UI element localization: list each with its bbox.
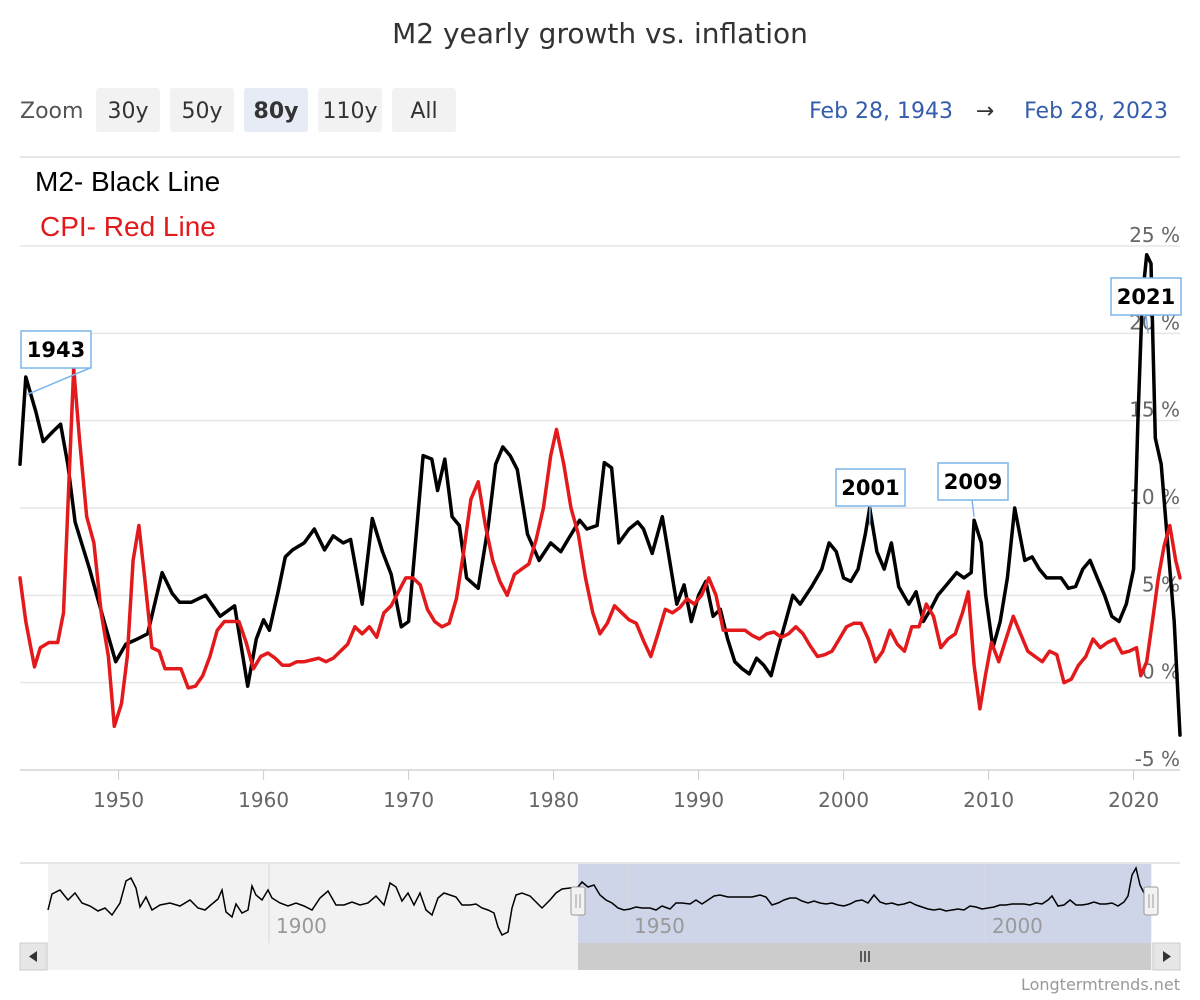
x-tick-label: 1960	[238, 788, 289, 812]
svg-text:50y: 50y	[181, 99, 222, 124]
navigator-handle-left[interactable]	[570, 886, 586, 916]
x-axis: 1950 1960 1970 1980 1990 2000 2010 2020	[93, 770, 1159, 812]
svg-text:All: All	[410, 99, 437, 124]
range-arrow: →	[976, 99, 994, 124]
flag-label: 2009	[944, 470, 1002, 494]
zoom-button-110y[interactable]: 110y	[318, 88, 382, 132]
y-tick-label: -5 %	[1135, 747, 1180, 771]
flag-2001[interactable]: 2001	[835, 468, 906, 526]
chart-title: M2 yearly growth vs. inflation	[392, 17, 808, 50]
svg-text:110y: 110y	[322, 99, 377, 124]
series-group	[18, 252, 1182, 737]
zoom-button-50y[interactable]: 50y	[170, 88, 234, 132]
navigator-handle-right[interactable]	[1143, 886, 1159, 916]
x-tick-label: 2010	[963, 788, 1014, 812]
range-selector: Zoom 30y 50y 80y 110y All Feb 28, 1943 →…	[20, 88, 1168, 132]
zoom-label: Zoom	[20, 99, 83, 124]
navigator-tick-2000: 2000	[992, 914, 1043, 938]
flag-label: 2001	[841, 476, 899, 500]
flag-2021[interactable]: 2021	[1110, 277, 1182, 334]
series-m2-line[interactable]	[18, 252, 1182, 737]
x-tick-label: 1950	[93, 788, 144, 812]
series-cpi-line[interactable]	[18, 366, 1182, 729]
x-tick-label: 1980	[528, 788, 579, 812]
scrollbar-grip-icon	[860, 951, 870, 962]
x-tick-label: 1970	[383, 788, 434, 812]
scrollbar-left-arrow[interactable]	[19, 942, 48, 971]
flag-label: 1943	[27, 338, 85, 362]
flags-group: 1943 2001 2009 2021	[20, 277, 1182, 526]
scrollbar[interactable]	[19, 942, 1181, 971]
range-to-date[interactable]: Feb 28, 2023	[1024, 99, 1168, 124]
y-tick-label: 5 %	[1142, 572, 1180, 596]
x-tick-label: 2020	[1108, 788, 1159, 812]
navigator-tick-1900: 1900	[276, 914, 327, 938]
svg-text:30y: 30y	[107, 99, 148, 124]
svg-text:80y: 80y	[254, 99, 299, 124]
legend-m2: M2- Black Line	[35, 166, 220, 197]
navigator-tick-1950: 1950	[634, 914, 685, 938]
navigator[interactable]: 1900 1950 2000	[20, 862, 1180, 943]
scrollbar-right-arrow[interactable]	[1152, 942, 1181, 971]
y-tick-label: 0 %	[1142, 660, 1180, 684]
flag-2009[interactable]: 2009	[937, 462, 1009, 517]
range-from-date[interactable]: Feb 28, 1943	[809, 99, 953, 124]
x-tick-label: 2000	[818, 788, 869, 812]
flag-label: 2021	[1117, 285, 1175, 309]
credits-link[interactable]: Longtermtrends.net	[1021, 975, 1180, 994]
zoom-button-all[interactable]: All	[392, 88, 456, 132]
zoom-button-80y[interactable]: 80y	[244, 88, 308, 132]
zoom-button-30y[interactable]: 30y	[96, 88, 160, 132]
x-tick-label: 1990	[673, 788, 724, 812]
y-tick-label: 25 %	[1129, 223, 1180, 247]
flag-1943[interactable]: 1943	[20, 330, 92, 396]
legend-cpi: CPI- Red Line	[40, 211, 216, 242]
navigator-series-line	[47, 865, 1152, 937]
navigator-selected-range[interactable]	[578, 864, 1151, 943]
